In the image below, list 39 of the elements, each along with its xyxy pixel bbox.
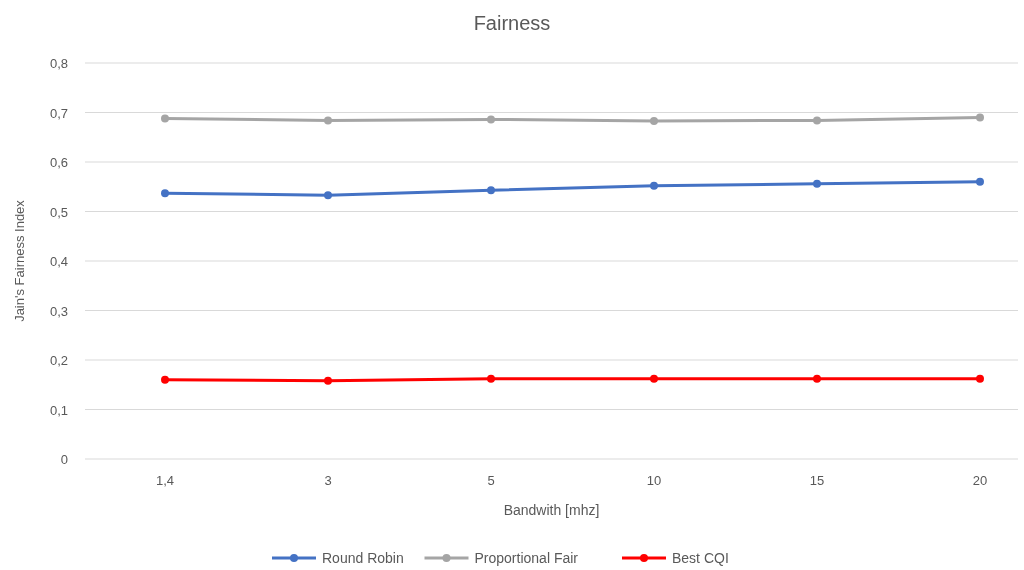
y-tick-label: 0,8: [49, 56, 68, 71]
y-tick-label: 0,4: [49, 254, 68, 269]
y-tick-label: 0,3: [49, 303, 68, 319]
point: [976, 113, 984, 122]
x-axis-title: Bandwith [mhz]: [503, 502, 600, 518]
x-tick-label: 5: [487, 473, 495, 488]
point: [324, 116, 332, 125]
y-tick-label: 0,7: [49, 105, 68, 121]
legend-label: Proportional Fair: [474, 550, 579, 566]
y-tick-label: 0,1: [49, 402, 68, 418]
x-tick-label: 10: [646, 473, 662, 488]
point: [161, 114, 169, 123]
x-tick-label: 15: [809, 473, 825, 488]
point: [487, 374, 495, 383]
point: [161, 189, 169, 198]
y-axis-title: Jain's Fairness Index: [12, 199, 27, 322]
y-tick-label: 0,5: [49, 204, 68, 220]
point: [650, 374, 658, 383]
x-tick-label: 3: [324, 473, 332, 488]
legend-label: Best CQI: [672, 550, 729, 566]
y-tick-label: 0,2: [49, 353, 68, 368]
y-tick-label: 0: [60, 452, 68, 467]
point: [324, 191, 332, 200]
x-tick-label: 20: [972, 473, 988, 488]
point: [976, 177, 984, 186]
chart-title: Fairness: [473, 12, 551, 34]
point: [487, 115, 495, 124]
point: [650, 116, 658, 125]
point: [487, 186, 495, 195]
y-tick-label: 0,6: [49, 155, 68, 170]
point: [976, 374, 984, 383]
point: [813, 116, 821, 125]
point: [650, 181, 658, 190]
point: [813, 374, 821, 383]
x-tick-label: 1,4: [155, 473, 175, 488]
point: [324, 376, 332, 385]
point: [161, 375, 169, 384]
point: [813, 179, 821, 188]
legend-label: Round Robin: [322, 550, 404, 566]
